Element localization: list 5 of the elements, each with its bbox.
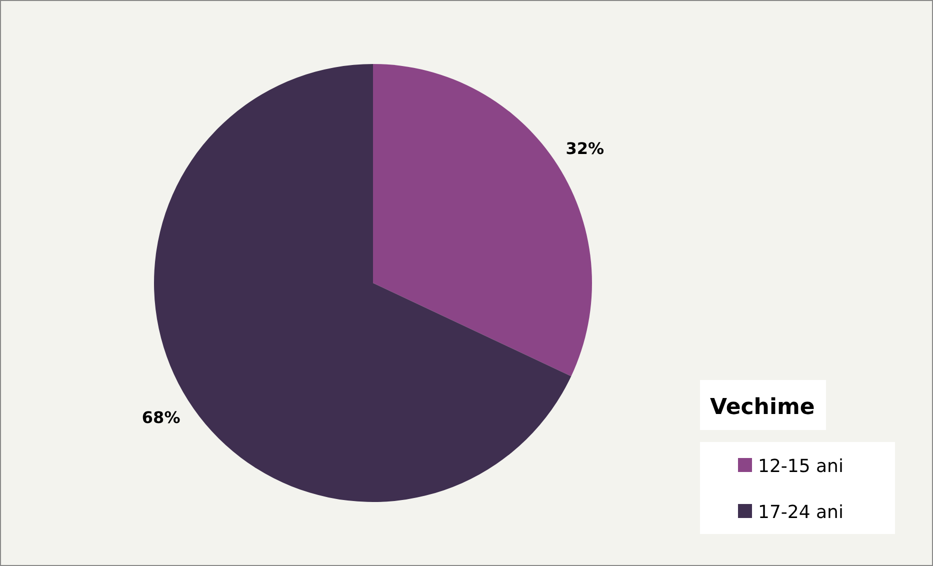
data-label: 68%	[142, 408, 180, 427]
legend-title: Vechime	[710, 395, 815, 420]
legend-label: 17-24 ani	[758, 502, 844, 523]
data-label: 32%	[566, 139, 604, 158]
legend-label: 12-15 ani	[758, 456, 844, 477]
